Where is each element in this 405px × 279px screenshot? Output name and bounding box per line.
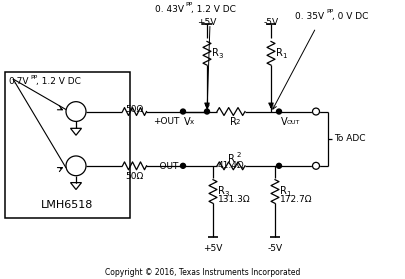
Text: 3: 3 (217, 53, 222, 59)
Text: OUT: OUT (286, 120, 300, 125)
Text: V: V (280, 117, 287, 128)
Text: R: R (230, 117, 236, 128)
Text: PP: PP (325, 9, 333, 15)
Circle shape (312, 108, 319, 115)
Circle shape (204, 109, 209, 114)
Text: V: V (183, 117, 190, 128)
Circle shape (276, 109, 281, 114)
Text: R: R (217, 186, 224, 196)
Text: , 0 V DC: , 0 V DC (331, 12, 367, 21)
Text: PP: PP (30, 74, 37, 80)
Circle shape (180, 109, 185, 114)
Text: -5V: -5V (263, 18, 278, 27)
Text: R: R (275, 48, 282, 58)
Text: LMH6518: LMH6518 (41, 200, 94, 210)
Text: 50Ω: 50Ω (125, 172, 143, 181)
Text: R: R (211, 48, 218, 58)
Text: 0.7V: 0.7V (8, 77, 28, 86)
Text: , 1.2 V DC: , 1.2 V DC (190, 5, 235, 14)
Text: 2: 2 (237, 152, 241, 158)
Text: 131.3Ω: 131.3Ω (217, 195, 250, 204)
Text: 1: 1 (285, 191, 290, 198)
Circle shape (312, 162, 319, 169)
Text: 172.7Ω: 172.7Ω (279, 195, 312, 204)
Text: -OUT: -OUT (156, 162, 179, 171)
Text: PP: PP (185, 3, 192, 8)
Text: 2: 2 (235, 119, 240, 126)
Text: 1: 1 (281, 53, 286, 59)
Circle shape (180, 163, 185, 168)
Text: +5V: +5V (203, 244, 222, 253)
Text: x: x (190, 119, 194, 126)
Text: -5V: -5V (267, 244, 282, 253)
Text: 41.4Ω: 41.4Ω (217, 161, 244, 170)
Text: 0. 43V: 0. 43V (155, 5, 183, 14)
Text: +5V: +5V (197, 18, 216, 27)
Text: 3: 3 (224, 191, 228, 198)
Circle shape (276, 163, 281, 168)
Text: 50Ω: 50Ω (125, 105, 143, 114)
Text: 0. 35V: 0. 35V (294, 12, 323, 21)
Text: Copyright © 2016, Texas Instruments Incorporated: Copyright © 2016, Texas Instruments Inco… (105, 268, 300, 278)
Text: To ADC: To ADC (333, 134, 364, 143)
Text: , 1.2 V DC: , 1.2 V DC (36, 77, 81, 86)
Bar (5, 72, 130, 218)
Text: R: R (279, 186, 286, 196)
Text: R: R (227, 154, 234, 164)
Text: +OUT: +OUT (152, 117, 179, 126)
